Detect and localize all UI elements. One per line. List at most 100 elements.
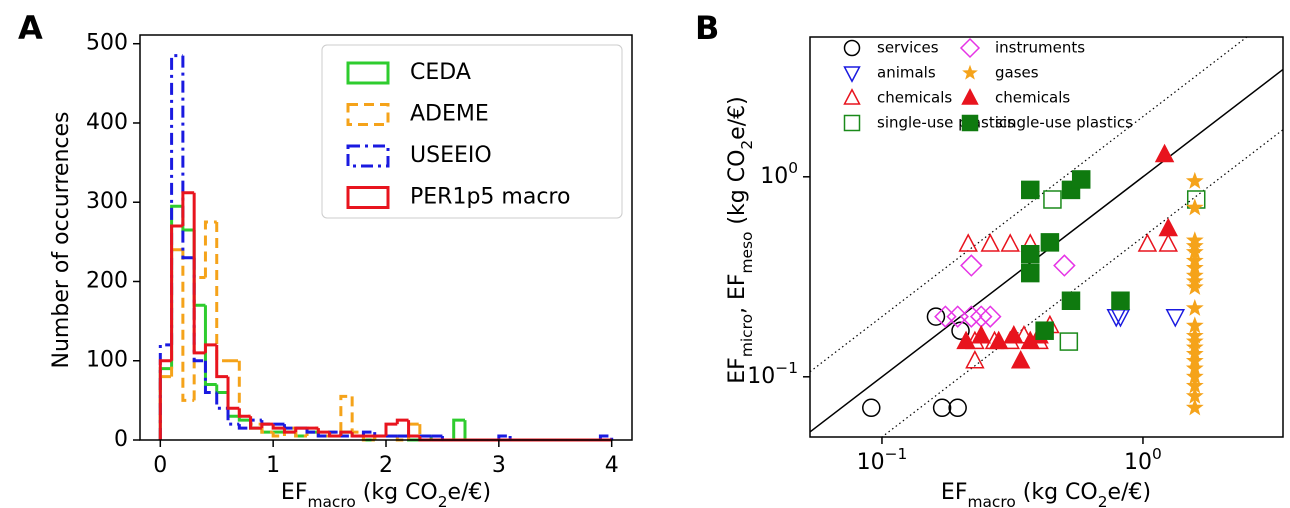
label-part: micro	[738, 314, 756, 357]
histogram-step	[339, 430, 353, 437]
marker	[1021, 263, 1040, 283]
histogram-step	[452, 418, 465, 440]
marker	[979, 305, 1002, 328]
legend-label: PER1p5 macro	[410, 185, 570, 210]
tick-exponent: 0	[1152, 445, 1162, 463]
marker	[956, 330, 976, 350]
marker	[1059, 332, 1079, 351]
tick-label: 10−1	[857, 445, 908, 476]
histogram-step	[215, 222, 229, 363]
x-axis-label: EFmacro (kg CO2e/€)	[281, 480, 491, 508]
label-part: , EF	[725, 273, 750, 314]
histogram-step	[407, 420, 420, 438]
marker	[1185, 398, 1204, 416]
histogram-step	[203, 220, 217, 278]
histogram-step	[384, 422, 398, 437]
marker	[1043, 190, 1062, 209]
marker	[1185, 171, 1204, 189]
label-part: 2	[438, 493, 448, 508]
marker	[1165, 309, 1186, 328]
histogram-step	[158, 375, 172, 440]
marker	[1021, 244, 1040, 264]
legend-label: USEEIO	[410, 143, 492, 168]
histogram-step	[395, 418, 409, 425]
tick-label: 2	[379, 453, 393, 478]
histogram-step	[181, 191, 195, 227]
tick-exponent: 0	[788, 158, 798, 176]
marker	[971, 325, 991, 344]
marker	[1010, 349, 1031, 369]
histogram-step	[158, 367, 172, 440]
tick-exponent: −1	[885, 445, 908, 463]
marker	[862, 398, 881, 418]
marker	[960, 254, 983, 277]
histogram-step	[418, 424, 432, 442]
axes-frame	[809, 36, 1284, 438]
histogram-step	[316, 428, 330, 434]
histogram-step	[192, 192, 206, 355]
tick-base: 10	[1124, 450, 1152, 475]
label-part: EF	[725, 357, 750, 384]
marker	[1185, 242, 1204, 260]
marker	[961, 88, 979, 105]
y-axis-label: Number of occurrences	[49, 112, 74, 369]
marker	[1185, 386, 1204, 404]
legend-label: gases	[995, 64, 1039, 82]
reference-line	[880, 129, 1283, 437]
marker	[843, 114, 861, 132]
panel-label: B	[695, 9, 719, 47]
histogram-step	[192, 257, 206, 363]
tick-label: 0	[114, 427, 128, 452]
legend-label: chemicals	[995, 89, 1070, 107]
marker	[1021, 180, 1040, 200]
label-part: Number of occurrences	[49, 112, 74, 369]
label-part: 2	[738, 140, 756, 150]
tick-label: 200	[86, 268, 128, 293]
marker	[959, 37, 981, 59]
marker	[1137, 233, 1158, 252]
marker	[843, 88, 861, 105]
x-axis-label: EFmacro (kg CO2e/€)	[941, 480, 1151, 508]
histogram-step	[181, 206, 195, 232]
tick-exponent: −1	[775, 358, 798, 376]
marker	[1111, 291, 1130, 311]
label-part: macro	[967, 493, 1015, 508]
histogram-step	[158, 359, 172, 440]
histogram-step	[226, 392, 240, 418]
legend-swatch	[346, 61, 390, 85]
marker	[980, 233, 1001, 252]
marker	[1035, 321, 1054, 340]
histogram-step	[237, 408, 251, 418]
label-part: (kg CO	[1016, 480, 1098, 505]
histogram-step	[192, 276, 206, 401]
panel-label: A	[18, 9, 43, 47]
marker	[934, 305, 957, 328]
legend-swatch	[346, 186, 390, 209]
label-part: 2	[1098, 493, 1108, 508]
label-part: e/€)	[448, 480, 492, 505]
tick-base: 10	[747, 364, 775, 389]
histogram-step	[328, 432, 341, 438]
legend-label: chemicals	[877, 89, 952, 107]
plot-area	[810, 37, 1283, 437]
legend-swatch	[346, 144, 390, 168]
marker	[1185, 367, 1204, 385]
marker	[1040, 233, 1060, 252]
tick-label: 400	[86, 110, 128, 135]
histogram-step	[192, 229, 206, 307]
histogram-step	[170, 248, 183, 377]
histogram-step	[294, 426, 308, 433]
histogram-step	[339, 394, 353, 433]
legend-frame	[321, 44, 623, 219]
label-part: (kg CO	[725, 150, 750, 232]
marker	[962, 64, 978, 80]
histogram-step	[215, 344, 229, 379]
tick-label: 100	[760, 158, 798, 189]
marker	[1185, 298, 1204, 316]
marker	[1185, 278, 1204, 295]
tick-label: 300	[86, 189, 128, 214]
label-part: EF	[281, 480, 308, 505]
marker	[965, 349, 985, 369]
marker	[948, 398, 967, 418]
histogram-step	[170, 204, 183, 369]
